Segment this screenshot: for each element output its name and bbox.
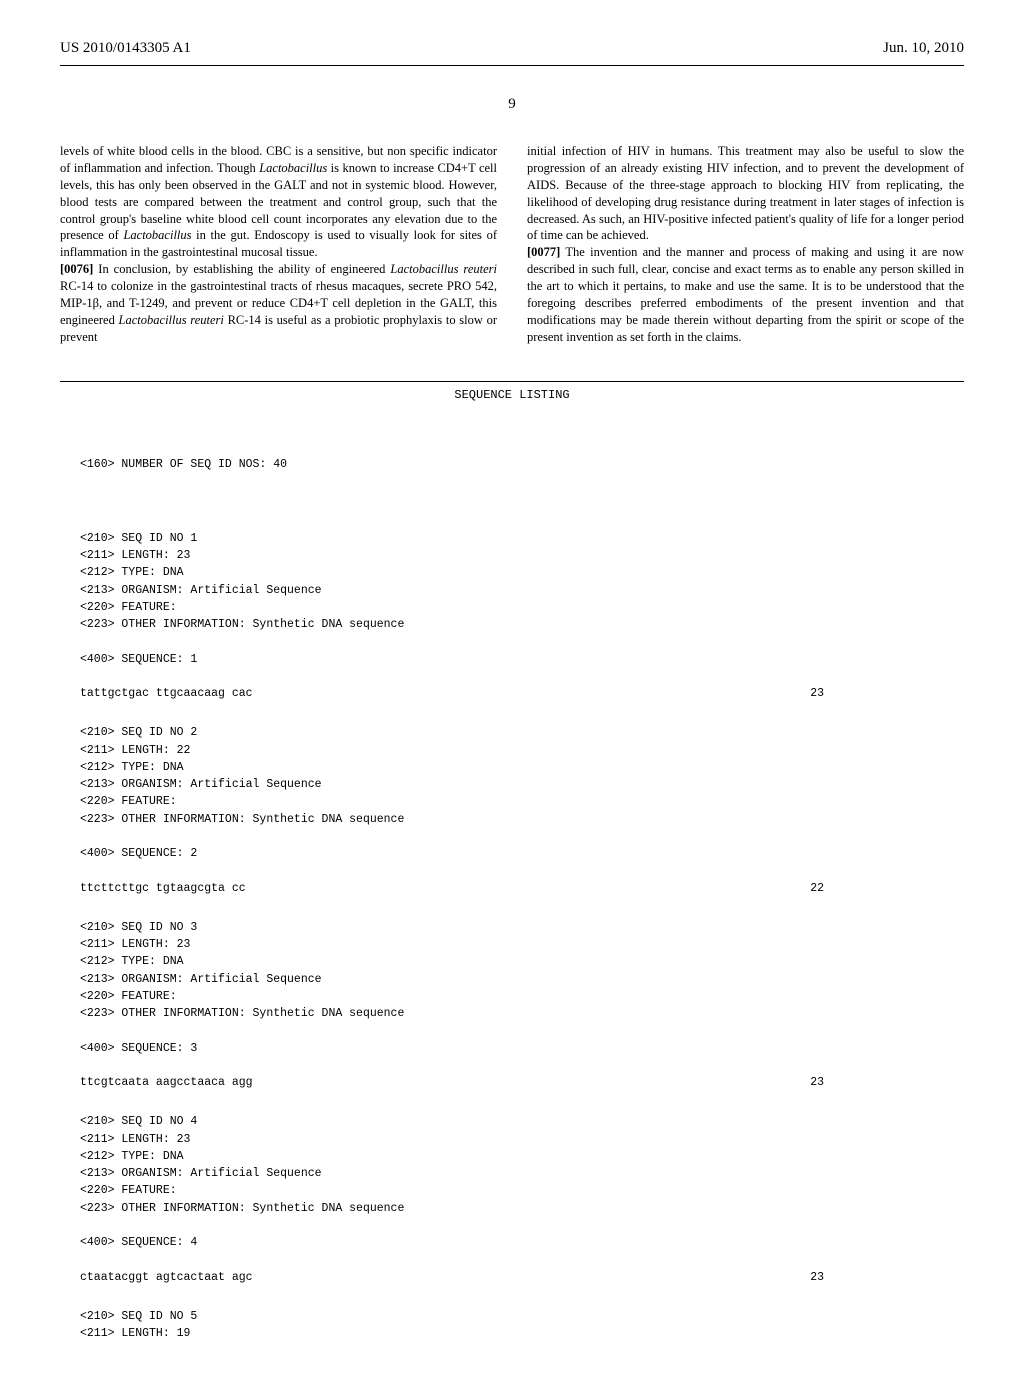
sequence-meta-line: <213> ORGANISM: Artificial Sequence <box>80 776 964 793</box>
sequence-meta-line: <213> ORGANISM: Artificial Sequence <box>80 582 964 599</box>
sequence-block: <210> SEQ ID NO 4<211> LENGTH: 23<212> T… <box>80 1113 964 1286</box>
sequence-meta-line <box>80 1217 964 1234</box>
sequence-meta-line: <223> OTHER INFORMATION: Synthetic DNA s… <box>80 1200 964 1217</box>
sequence-meta-line: <400> SEQUENCE: 4 <box>80 1234 964 1251</box>
body-columns: levels of white blood cells in the blood… <box>60 143 964 346</box>
paragraph-0076-cont: initial infection of HIV in humans. This… <box>527 143 964 244</box>
sequence-data-line: ttcgtcaata aagcctaaca agg 23 <box>80 1074 964 1091</box>
sequence-meta-line: <211> LENGTH: 22 <box>80 742 964 759</box>
sequence-meta-line: <213> ORGANISM: Artificial Sequence <box>80 971 964 988</box>
sequence-data-line: ttcttcttgc tgtaagcgta cc 22 <box>80 880 964 897</box>
sequence-rule-top <box>60 381 964 382</box>
paragraph-number: [0076] <box>60 262 93 276</box>
sequence-meta-line: <211> LENGTH: 23 <box>80 936 964 953</box>
column-right: initial infection of HIV in humans. This… <box>527 143 964 346</box>
sequence-listing: <160> NUMBER OF SEQ ID NOS: 40 <210> SEQ… <box>60 422 964 1382</box>
paragraph-0075-cont: levels of white blood cells in the blood… <box>60 143 497 261</box>
sequence-meta-line: <210> SEQ ID NO 2 <box>80 724 964 741</box>
sequence-meta-line: <400> SEQUENCE: 2 <box>80 845 964 862</box>
sequence-meta-line: <400> SEQUENCE: 3 <box>80 1040 964 1057</box>
sequence-meta-line: <212> TYPE: DNA <box>80 1148 964 1165</box>
sequence-meta-line: <223> OTHER INFORMATION: Synthetic DNA s… <box>80 616 964 633</box>
sequence-text: tattgctgac ttgcaacaag cac <box>80 685 253 702</box>
sequence-block: <210> SEQ ID NO 3<211> LENGTH: 23<212> T… <box>80 919 964 1092</box>
sequence-meta-line <box>80 828 964 845</box>
sequence-text: ttcttcttgc tgtaagcgta cc <box>80 880 246 897</box>
sequence-meta-line: <210> SEQ ID NO 1 <box>80 530 964 547</box>
sequence-meta-line: <212> TYPE: DNA <box>80 759 964 776</box>
italic-term: Lactobacillus reuteri <box>119 313 224 327</box>
sequence-text: ctaatacggt agtcactaat agc <box>80 1269 253 1286</box>
sequence-block: <210> SEQ ID NO 1<211> LENGTH: 23<212> T… <box>80 530 964 703</box>
sequence-meta-line <box>80 633 964 650</box>
publication-number: US 2010/0143305 A1 <box>60 40 191 57</box>
sequence-text: ttcgtcaata aagcctaaca agg <box>80 1074 253 1091</box>
sequence-meta-line: <223> OTHER INFORMATION: Synthetic DNA s… <box>80 1005 964 1022</box>
sequence-meta-line: <211> LENGTH: 23 <box>80 547 964 564</box>
sequence-meta-line: <220> FEATURE: <box>80 599 964 616</box>
sequence-data-line: ctaatacggt agtcactaat agc 23 <box>80 1269 964 1286</box>
sequence-meta-line: <210> SEQ ID NO 3 <box>80 919 964 936</box>
seq-header-160: <160> NUMBER OF SEQ ID NOS: 40 <box>80 456 964 473</box>
sequence-meta-line: <212> TYPE: DNA <box>80 564 964 581</box>
sequence-meta-line: <210> SEQ ID NO 4 <box>80 1113 964 1130</box>
sequence-meta-line: <220> FEATURE: <box>80 793 964 810</box>
sequence-meta-line: <220> FEATURE: <box>80 1182 964 1199</box>
italic-term: Lactobacillus <box>123 228 191 242</box>
sequence-meta-line: <212> TYPE: DNA <box>80 953 964 970</box>
sequence-meta-line: <211> LENGTH: 19 <box>80 1325 964 1342</box>
page-header: US 2010/0143305 A1 Jun. 10, 2010 <box>60 40 964 57</box>
sequence-length: 23 <box>810 685 824 702</box>
paragraph-0076: [0076] In conclusion, by establishing th… <box>60 261 497 345</box>
sequence-block: <210> SEQ ID NO 2<211> LENGTH: 22<212> T… <box>80 724 964 897</box>
italic-term: Lactobacillus reuteri <box>390 262 497 276</box>
sequence-block: <210> SEQ ID NO 5<211> LENGTH: 19 <box>80 1308 964 1343</box>
page-number: 9 <box>60 96 964 113</box>
sequence-length: 23 <box>810 1269 824 1286</box>
header-rule <box>60 65 964 66</box>
sequence-data-line: tattgctgac ttgcaacaag cac 23 <box>80 685 964 702</box>
sequence-meta-line: <223> OTHER INFORMATION: Synthetic DNA s… <box>80 811 964 828</box>
sequence-meta-line: <210> SEQ ID NO 5 <box>80 1308 964 1325</box>
italic-term: Lactobacillus <box>259 161 327 175</box>
sequence-listing-title: SEQUENCE LISTING <box>60 388 964 402</box>
sequence-meta-line <box>80 1022 964 1039</box>
paragraph-0077: [0077] The invention and the manner and … <box>527 244 964 345</box>
sequence-meta-line: <220> FEATURE: <box>80 988 964 1005</box>
column-left: levels of white blood cells in the blood… <box>60 143 497 346</box>
sequence-length: 22 <box>810 880 824 897</box>
paragraph-number: [0077] <box>527 245 560 259</box>
sequence-length: 23 <box>810 1074 824 1091</box>
sequence-meta-line: <211> LENGTH: 23 <box>80 1131 964 1148</box>
publication-date: Jun. 10, 2010 <box>883 40 964 57</box>
sequence-meta-line: <213> ORGANISM: Artificial Sequence <box>80 1165 964 1182</box>
sequence-meta-line: <400> SEQUENCE: 1 <box>80 651 964 668</box>
